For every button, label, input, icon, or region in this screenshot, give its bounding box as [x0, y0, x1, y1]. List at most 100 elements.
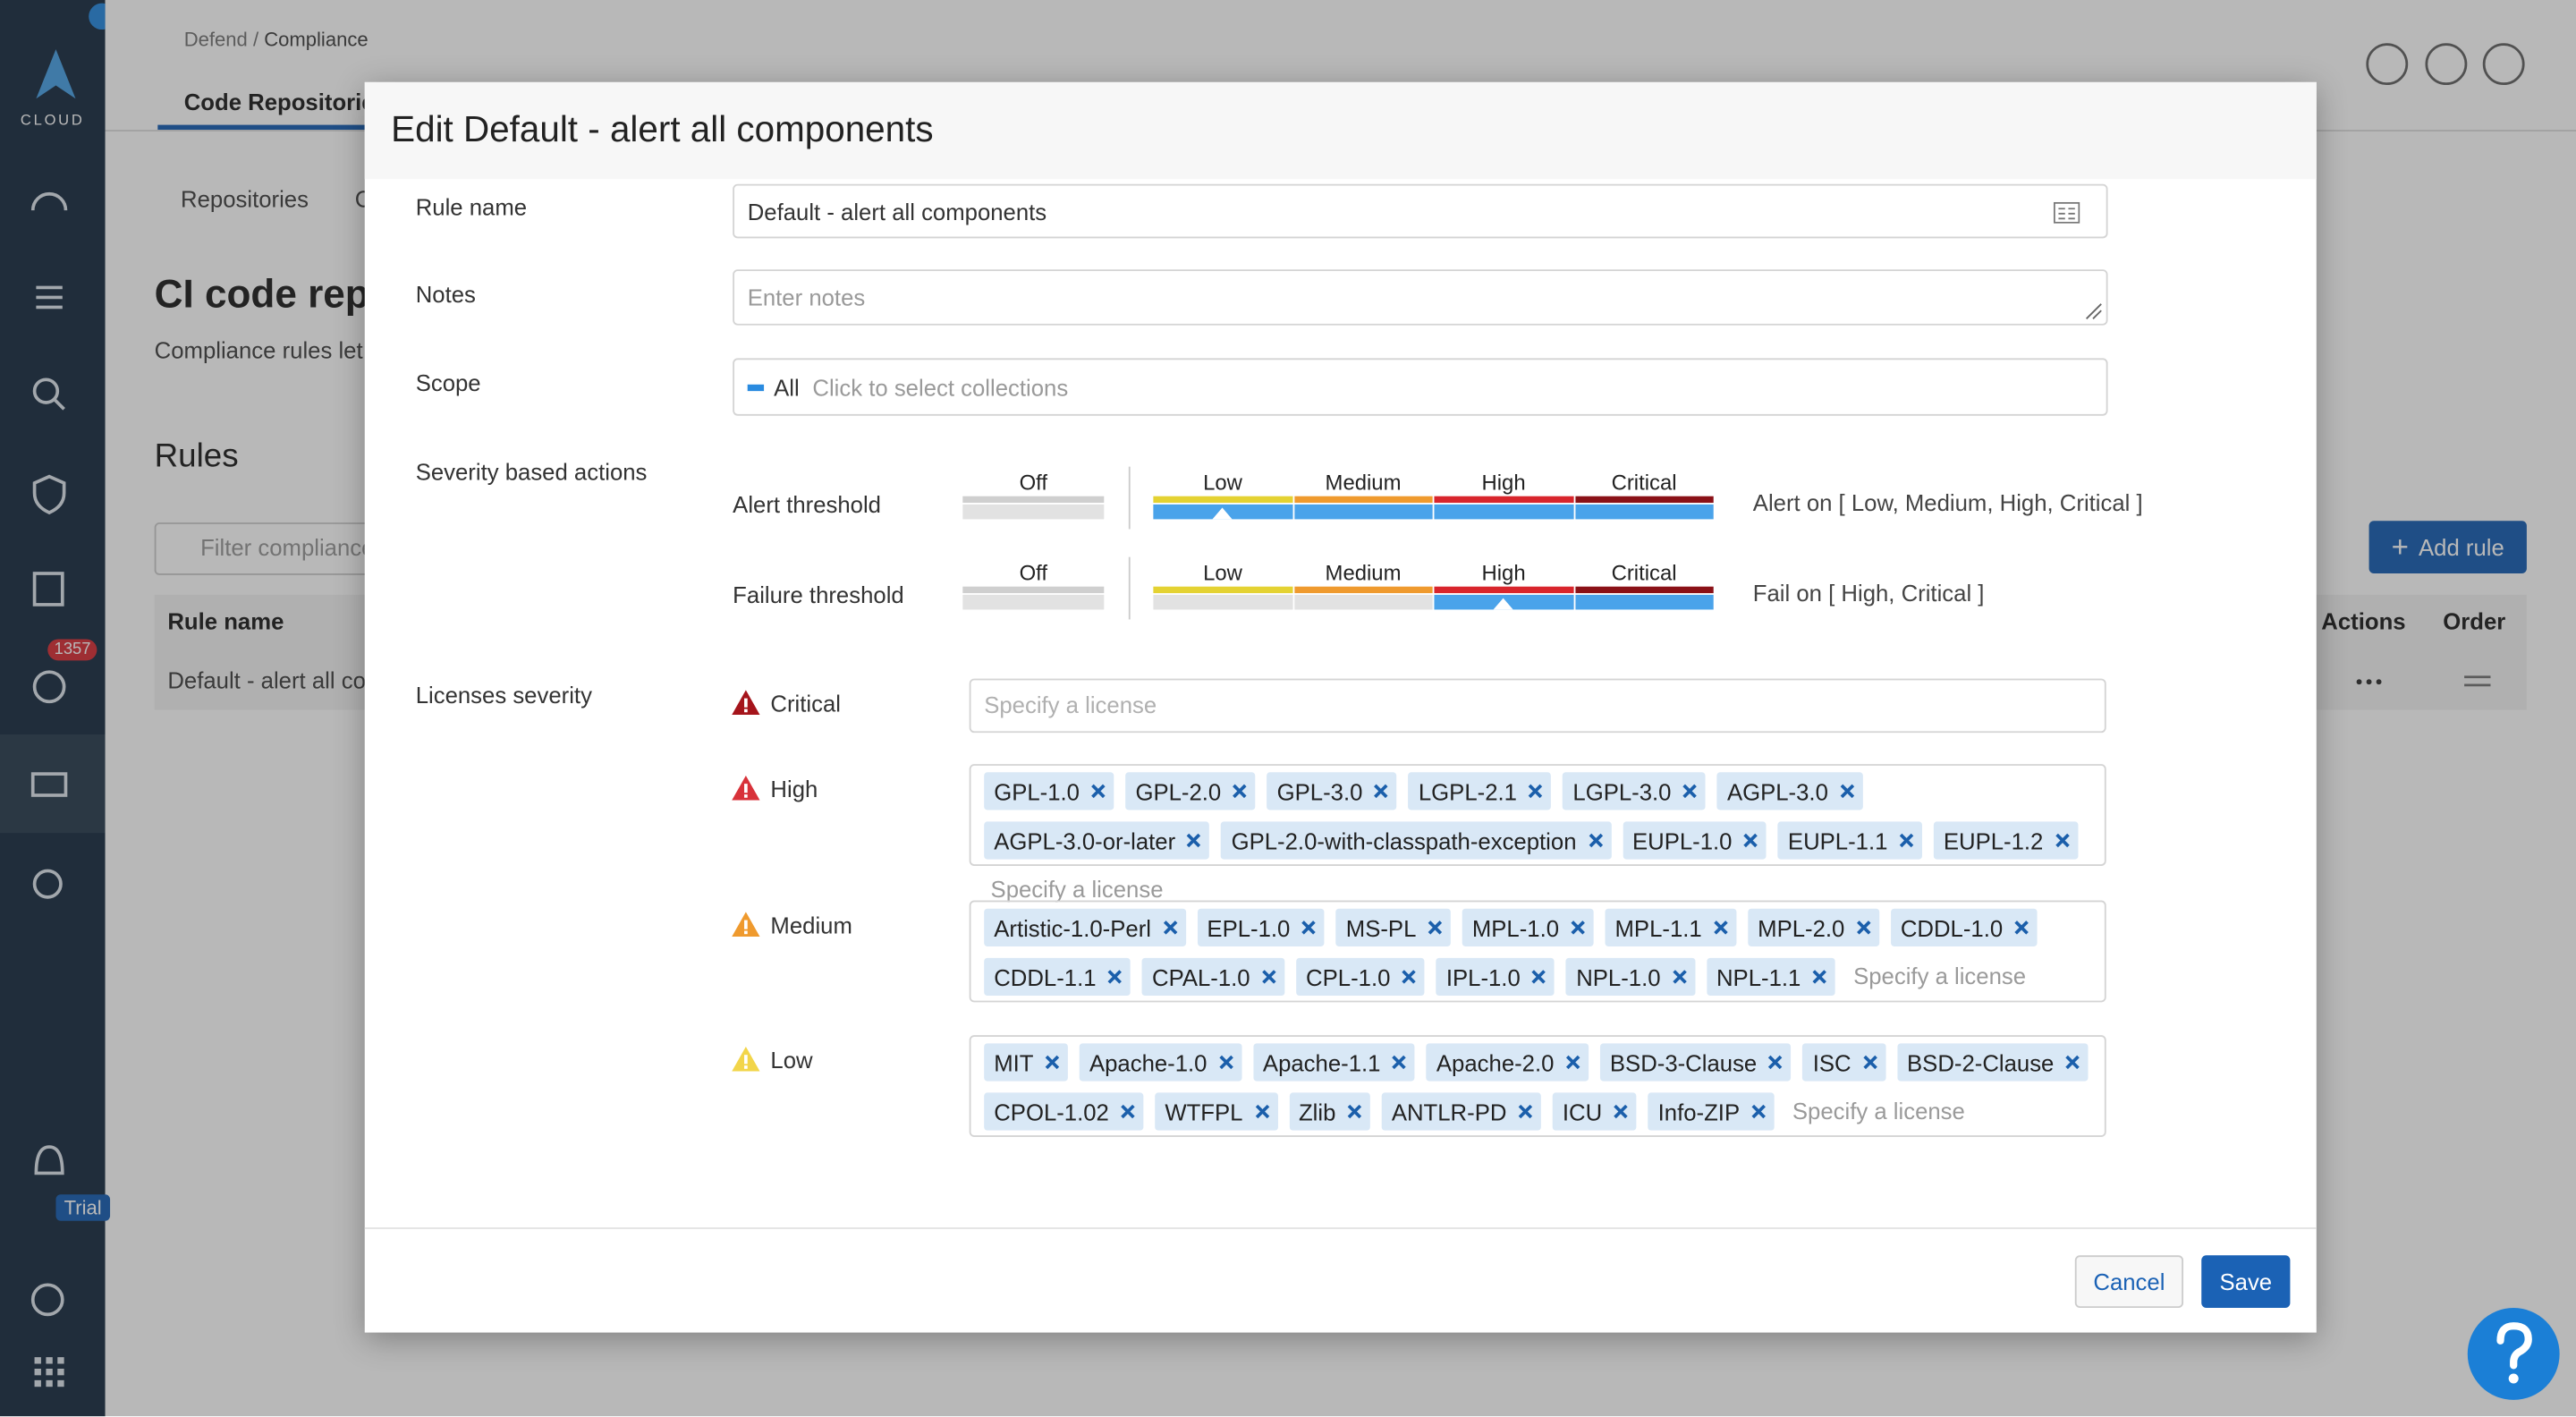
remove-tag[interactable]: [1091, 784, 1106, 799]
remove-tag[interactable]: [1121, 1104, 1136, 1119]
remove-tag[interactable]: [1045, 1055, 1060, 1070]
license-input[interactable]: Artistic-1.0-Perl EPL-1.0 MS-PL MPL-1.0 MPL-…: [969, 900, 2106, 1003]
remove-tag[interactable]: [1347, 1104, 1362, 1119]
remove-tag[interactable]: [1682, 784, 1698, 799]
cancel-button[interactable]: Cancel: [2074, 1255, 2184, 1309]
breadcrumb: Defend / Compliance: [184, 28, 369, 51]
tag-label: Apache-2.0: [1436, 1048, 1555, 1076]
remove-tag[interactable]: [1233, 784, 1248, 799]
license-input[interactable]: GPL-1.0 GPL-2.0 GPL-3.0 LGPL-2.1 LGPL-3.0 AGP…: [969, 764, 2106, 902]
scope-input[interactable]: All Click to select collections: [733, 358, 2108, 416]
level-stripe: [1153, 586, 1292, 594]
remove-tag[interactable]: [1571, 921, 1586, 936]
license-tag: CPL-1.0: [1296, 957, 1425, 997]
breadcrumb-link[interactable]: Defend: [183, 28, 248, 51]
tab-underline: [157, 124, 388, 131]
threshold-level[interactable]: Critical: [1574, 470, 1714, 522]
threshold-level[interactable]: High: [1434, 560, 1573, 613]
remove-tag[interactable]: [1743, 833, 1758, 848]
level-stripe: [962, 586, 1105, 594]
row-name[interactable]: Default - alert all co: [167, 666, 366, 694]
remove-tag[interactable]: [1163, 921, 1178, 936]
remove-tag[interactable]: [2055, 833, 2070, 848]
license-tag: CDDL-1.1: [984, 957, 1131, 997]
notes-input[interactable]: Enter notes: [733, 269, 2108, 326]
thumb: [1493, 598, 1513, 610]
tag-label: MPL-1.1: [1614, 914, 1702, 941]
remove-tag[interactable]: [1565, 1055, 1580, 1070]
tag-label: CPOL-1.02: [994, 1098, 1109, 1125]
header-icons: [2366, 43, 2525, 86]
column-header: Rule name: [167, 607, 284, 634]
license-tag: CDDL-1.0: [1890, 908, 2038, 946]
remove-tag[interactable]: [1588, 833, 1603, 848]
license-input[interactable]: Specify a license: [969, 678, 2106, 734]
threshold-level[interactable]: Medium: [1293, 470, 1433, 522]
license-input[interactable]: MIT Apache-1.0 Apache-1.1 Apache-2.0 BSD-3-C…: [969, 1035, 2106, 1138]
threshold-level[interactable]: High: [1434, 470, 1573, 522]
threshold-off[interactable]: Off: [962, 470, 1105, 522]
threshold-level[interactable]: Low: [1153, 560, 1292, 613]
remove-tag[interactable]: [1899, 833, 1914, 848]
license-tag: EUPL-1.1: [1777, 821, 1922, 860]
remove-tag[interactable]: [2065, 1055, 2080, 1070]
remove-tag[interactable]: [1840, 784, 1855, 799]
remove-tag[interactable]: [1392, 1055, 1407, 1070]
level-label: Off: [1019, 470, 1048, 495]
remove-tag[interactable]: [1529, 784, 1544, 799]
help-button[interactable]: [2464, 1304, 2563, 1403]
tag-label: CPAL-1.0: [1152, 963, 1250, 990]
save-button[interactable]: Save: [2201, 1255, 2291, 1309]
remove-tag[interactable]: [1751, 1104, 1767, 1119]
remove-tag[interactable]: [1301, 921, 1317, 936]
remove-tag[interactable]: [1862, 1055, 1877, 1070]
remove-tag[interactable]: [1768, 1055, 1784, 1070]
level-stripe: [1574, 586, 1714, 594]
remove-tag[interactable]: [1187, 833, 1202, 848]
remove-tag[interactable]: [1812, 970, 1827, 985]
remove-tag[interactable]: [1672, 970, 1687, 985]
level-bar: [1293, 594, 1433, 610]
subtab[interactable]: Repositories: [181, 185, 309, 212]
add-rule-button[interactable]: + Add rule: [2368, 521, 2527, 574]
tag-label: Zlib: [1298, 1098, 1336, 1125]
remove-tag[interactable]: [1532, 970, 1547, 985]
tab[interactable]: Code Repositories: [183, 89, 387, 115]
tag-label: AGPL-3.0: [1726, 777, 1828, 805]
level-label: High: [1481, 470, 1526, 495]
remove-tag[interactable]: [1107, 970, 1123, 985]
level-bar: [1574, 504, 1714, 520]
tag-label: Info-ZIP: [1657, 1098, 1741, 1125]
threshold-level[interactable]: Critical: [1574, 560, 1714, 613]
severity-name: Medium: [770, 912, 852, 938]
threshold-level[interactable]: Low: [1153, 470, 1292, 522]
license-tag: EPL-1.0: [1197, 908, 1325, 946]
rule-name-input[interactable]: Default - alert all components: [733, 183, 2108, 239]
remove-tag[interactable]: [1614, 1104, 1629, 1119]
remove-tag[interactable]: [1714, 921, 1729, 936]
threshold-level[interactable]: Medium: [1293, 560, 1433, 613]
remove-tag[interactable]: [1402, 970, 1417, 985]
license-tag: Apache-1.0: [1079, 1043, 1242, 1082]
license-tag: ISC: [1802, 1043, 1886, 1082]
column-header: Actions: [2321, 607, 2406, 634]
level-label: Critical: [1611, 470, 1677, 495]
tag-label: MIT: [994, 1048, 1034, 1076]
threshold-summary: Alert on [ Low, Medium, High, Critical ]: [1752, 489, 2143, 516]
license-tag: MPL-2.0: [1748, 908, 1879, 946]
tag-label: CPL-1.0: [1306, 963, 1391, 990]
remove-tag[interactable]: [1254, 1104, 1269, 1119]
remove-tag[interactable]: [1428, 921, 1443, 936]
remove-tag[interactable]: [1261, 970, 1276, 985]
remove-tag[interactable]: [2014, 921, 2029, 936]
remove-tag[interactable]: [1218, 1055, 1233, 1070]
tag-label: ISC: [1812, 1048, 1852, 1076]
threshold-off[interactable]: Off: [962, 560, 1105, 613]
level-label: Medium: [1325, 470, 1402, 495]
remove-tag[interactable]: [1374, 784, 1389, 799]
remove-tag[interactable]: [1518, 1104, 1533, 1119]
card-icon: [2053, 201, 2080, 224]
remove-tag[interactable]: [1856, 921, 1871, 936]
input-placeholder: Specify a license: [990, 875, 1164, 903]
level-label: Off: [1019, 560, 1048, 585]
